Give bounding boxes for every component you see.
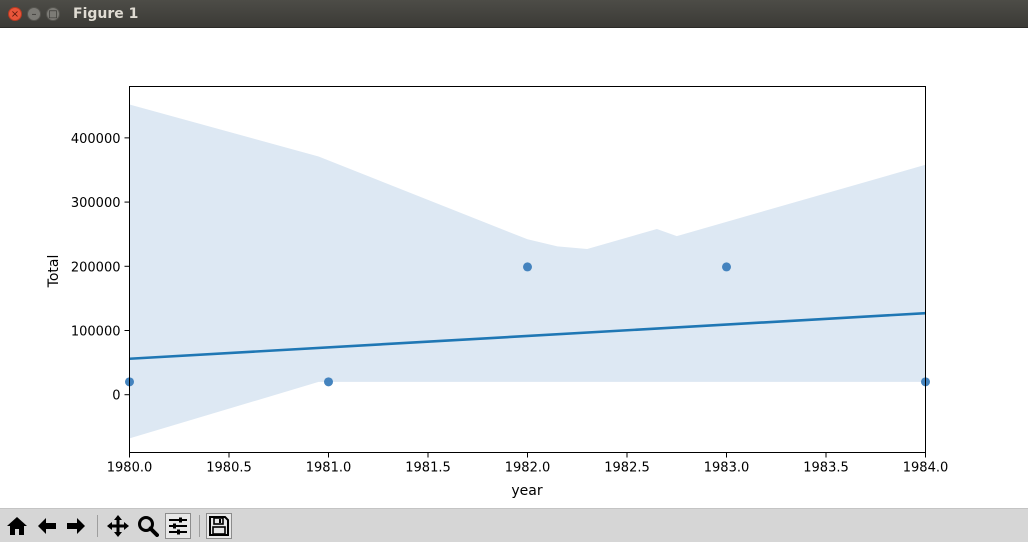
pan-button[interactable] [105,513,131,539]
configure-subplots-button[interactable] [165,513,191,539]
y-tick-label: 100000 [71,325,121,340]
window-titlebar: × – □ Figure 1 [0,0,1028,28]
save-icon [209,516,229,536]
regression-line [129,311,926,361]
window-title: Figure 1 [73,6,139,22]
x-tick-label: 1983.5 [803,461,849,476]
y-tick-label: 300000 [71,196,121,211]
window-minimize-button[interactable]: – [27,7,41,21]
x-tick-label: 1982.0 [505,461,551,476]
x-tick-label: 1983.0 [704,461,750,476]
x-tick-label: 1980.5 [206,461,252,476]
toolbar-separator [97,515,98,537]
y-tick-label: 200000 [71,260,121,275]
toolbar-separator [199,515,200,537]
x-tick-label: 1984.0 [903,461,949,476]
x-tick-label: 1980.0 [107,461,153,476]
confidence-band [129,104,926,439]
pan-icon [107,515,129,537]
x-axis-label: year [511,483,542,499]
x-tick-label: 1982.5 [604,461,650,476]
y-axis: 0 100000 200000 300000 400000 [71,132,130,404]
home-button[interactable] [4,513,30,539]
home-icon [7,517,27,535]
window-close-button[interactable]: × [8,7,22,21]
regression-line-layer [129,311,926,361]
y-tick-label: 0 [112,389,120,404]
figure-canvas: 1980.0 1980.5 1981.0 1981.5 1982.0 1982.5 1983… [0,28,1028,508]
forward-button[interactable] [63,513,89,539]
zoom-icon [138,516,159,537]
x-tick-label: 1981.5 [405,461,451,476]
forward-arrow-icon [67,518,85,534]
configure-subplots-icon [169,517,187,535]
data-point [722,262,731,272]
chart: 1980.0 1980.5 1981.0 1981.5 1982.0 1982.5 1983… [46,86,949,499]
x-tick-label: 1981.0 [306,461,352,476]
window-maximize-button[interactable]: □ [46,7,60,21]
y-axis-label: Total [46,255,62,289]
save-button[interactable] [206,513,232,539]
back-arrow-icon [38,518,56,534]
back-button[interactable] [34,513,60,539]
data-point [523,262,532,272]
y-tick-label: 400000 [71,132,121,147]
confidence-band-layer [129,104,926,439]
navigation-toolbar [0,508,1028,542]
data-point [324,377,333,387]
zoom-button[interactable] [135,513,161,539]
x-axis: 1980.0 1980.5 1981.0 1981.5 1982.0 1982.5 1983… [107,452,949,476]
